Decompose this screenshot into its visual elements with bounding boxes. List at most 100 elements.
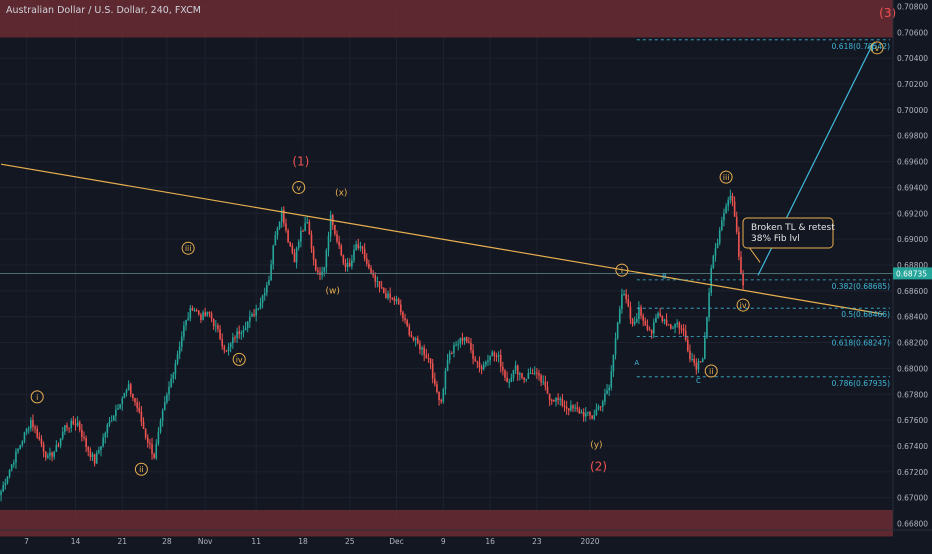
candle-body xyxy=(716,243,719,249)
candle-body xyxy=(268,280,270,285)
supply-demand-zones xyxy=(0,0,893,537)
candle-body xyxy=(306,221,309,224)
candle-body xyxy=(606,390,608,394)
candle-body xyxy=(457,343,460,345)
candle-body xyxy=(476,361,479,363)
x-tick-label: 18 xyxy=(298,537,308,546)
candle-body xyxy=(442,388,445,402)
candle-body xyxy=(221,339,223,347)
candle-body xyxy=(232,337,234,344)
wave-label: (2) xyxy=(590,460,607,474)
candle-body xyxy=(34,427,36,429)
candle-body xyxy=(459,338,462,344)
candle-body xyxy=(119,404,121,409)
candle-body xyxy=(433,378,436,385)
candle-body xyxy=(527,373,530,379)
candle-body xyxy=(546,386,549,394)
candle-body xyxy=(0,491,2,496)
candle-body xyxy=(576,407,579,410)
candle-body xyxy=(302,230,304,232)
candle-body xyxy=(49,452,51,456)
candle-body xyxy=(497,354,500,357)
candle-body xyxy=(295,247,298,263)
candle-body xyxy=(431,363,434,379)
candle-body xyxy=(701,358,704,363)
candle-body xyxy=(355,244,357,250)
candle-body xyxy=(81,429,83,438)
candle-body xyxy=(312,248,315,260)
fib-level-label: 0.382(0.68685) xyxy=(832,282,890,291)
x-tick-label: 14 xyxy=(71,537,81,546)
candle-body xyxy=(340,245,343,256)
candle-body xyxy=(123,392,126,399)
candle-body xyxy=(15,451,17,463)
y-tick-label: 0.67600 xyxy=(897,416,928,425)
candle-body xyxy=(404,318,406,321)
y-tick-label: 0.67000 xyxy=(897,494,928,503)
x-tick-label: 7 xyxy=(24,537,29,546)
candle-body xyxy=(410,335,413,337)
candle-body xyxy=(153,454,155,459)
candle-body xyxy=(710,267,713,293)
candle-body xyxy=(276,227,279,236)
candle-body xyxy=(151,444,153,455)
candle-body xyxy=(200,314,202,320)
candle-body xyxy=(667,324,670,326)
candle-body xyxy=(219,329,221,340)
candle-body xyxy=(155,443,158,459)
fib-level-label: 0.618(0.68247) xyxy=(832,338,890,347)
candle-body xyxy=(317,270,319,273)
candle-body xyxy=(132,394,134,398)
candle-body xyxy=(57,445,60,447)
candle-body xyxy=(495,355,498,357)
candle-body xyxy=(32,420,34,428)
candle-body xyxy=(489,356,491,361)
candle-body xyxy=(259,302,262,309)
candle-body xyxy=(723,213,725,221)
candle-body xyxy=(40,439,43,445)
candle-body xyxy=(446,360,449,372)
candle-body xyxy=(266,284,268,293)
x-tick-label: 21 xyxy=(117,537,127,546)
candle-body xyxy=(704,337,706,359)
candle-body xyxy=(731,195,734,202)
y-tick-label: 0.70200 xyxy=(897,80,928,89)
drawings: 0.618(0.70542) 0.382(0.68685) 0.5(0.68466)… xyxy=(0,39,893,388)
candle-body xyxy=(74,424,77,426)
candle-body xyxy=(510,377,513,382)
wave-label-circle xyxy=(181,241,195,255)
candle-body xyxy=(144,428,147,438)
candle-body xyxy=(691,359,693,361)
candle-body xyxy=(397,299,400,305)
candle-body xyxy=(142,421,145,429)
candle-body xyxy=(342,255,345,264)
candle-body xyxy=(533,372,536,374)
candle-body xyxy=(640,307,642,316)
candle-body xyxy=(453,345,455,354)
candle-body xyxy=(146,437,149,443)
candle-body xyxy=(587,412,589,414)
candle-body xyxy=(272,245,275,265)
candle-body xyxy=(76,422,79,426)
candle-body xyxy=(555,398,557,402)
candle-body xyxy=(78,422,81,430)
candle-body xyxy=(170,378,172,387)
candle-body xyxy=(208,311,211,314)
candle-body xyxy=(285,223,287,231)
candle-body xyxy=(406,320,408,326)
y-tick-label: 0.68000 xyxy=(897,364,928,373)
candle-body xyxy=(591,415,593,419)
candle-body xyxy=(289,242,292,246)
candle-body xyxy=(399,304,402,313)
candle-body xyxy=(368,263,370,268)
x-tick-label: 9 xyxy=(441,537,446,546)
candle-body xyxy=(604,393,606,402)
candle-body xyxy=(436,384,438,393)
candle-body xyxy=(735,216,738,232)
candle-body xyxy=(480,367,483,370)
candle-body xyxy=(616,322,619,339)
candle-body xyxy=(644,320,647,326)
current-price-label: 0.68735 xyxy=(896,269,927,278)
